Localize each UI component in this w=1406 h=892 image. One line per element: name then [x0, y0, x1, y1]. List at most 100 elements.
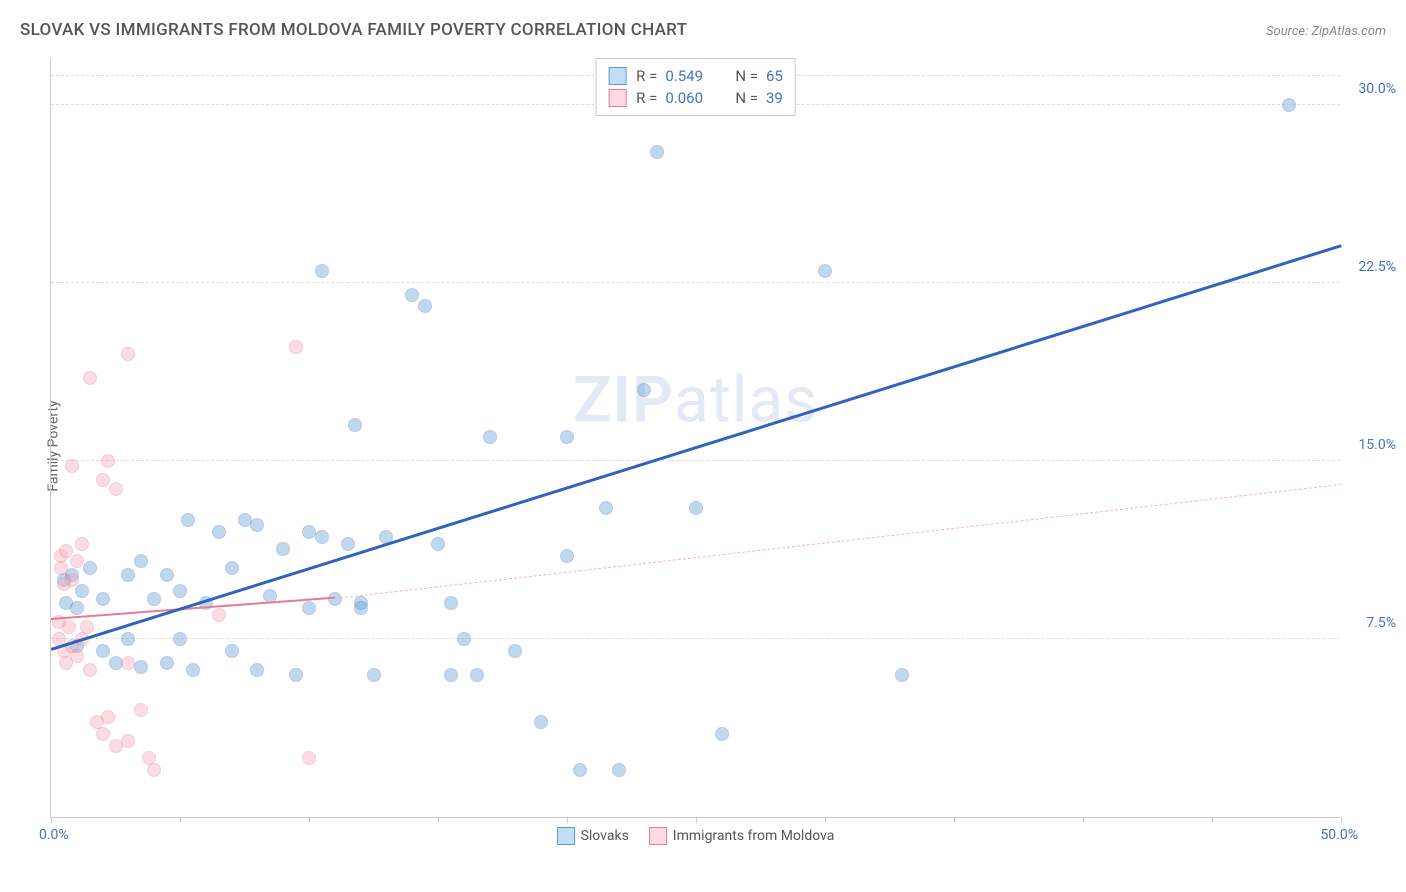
x-tick [567, 817, 568, 823]
legend-label: Immigrants from Moldova [673, 828, 835, 844]
data-point [354, 601, 368, 615]
data-point [121, 632, 135, 646]
legend-swatch [608, 89, 626, 107]
gridline [51, 460, 1340, 461]
data-point [147, 763, 161, 777]
data-point [65, 573, 79, 587]
legend-swatch [649, 827, 667, 845]
data-point [101, 710, 115, 724]
data-point [160, 568, 174, 582]
data-point [134, 554, 148, 568]
legend-label: Slovaks [581, 828, 629, 844]
data-point [418, 299, 432, 313]
data-point [367, 668, 381, 682]
gridline [51, 638, 1340, 639]
data-point [573, 763, 587, 777]
watermark: ZIPatlas [573, 362, 818, 437]
data-point [80, 620, 94, 634]
chart-title: SLOVAK VS IMMIGRANTS FROM MOLDOVA FAMILY… [20, 20, 687, 40]
legend-n-value: 39 [766, 89, 783, 107]
data-point [289, 668, 303, 682]
data-point [341, 537, 355, 551]
x-tick [1212, 817, 1213, 823]
legend-n-label: N = [735, 89, 758, 107]
trend-line [51, 245, 1342, 651]
data-point [444, 596, 458, 610]
data-point [121, 734, 135, 748]
data-point [212, 608, 226, 622]
data-point [121, 656, 135, 670]
data-point [83, 371, 97, 385]
data-point [637, 383, 651, 397]
data-point [75, 584, 89, 598]
data-point [101, 454, 115, 468]
legend-row: R = 0.549N = 65 [608, 65, 783, 87]
data-point [225, 644, 239, 658]
data-point [250, 518, 264, 532]
legend-r-label: R = [636, 89, 657, 107]
x-tick [1083, 817, 1084, 823]
x-tick [438, 817, 439, 823]
data-point [160, 656, 174, 670]
data-point [348, 418, 362, 432]
source-label: Source: [1266, 24, 1311, 39]
data-point [134, 660, 148, 674]
data-point [818, 264, 832, 278]
data-point [405, 288, 419, 302]
data-point [147, 592, 161, 606]
data-point [173, 584, 187, 598]
data-point [560, 430, 574, 444]
data-point [483, 430, 497, 444]
data-point [109, 739, 123, 753]
x-tick [954, 817, 955, 823]
legend-item: Slovaks [557, 827, 629, 845]
data-point [250, 663, 264, 677]
data-point [186, 663, 200, 677]
data-point [1282, 98, 1296, 112]
legend-n-value: 65 [766, 67, 783, 85]
data-point [508, 644, 522, 658]
gridline [51, 282, 1340, 283]
data-point [302, 525, 316, 539]
data-point [70, 649, 84, 663]
data-point [431, 537, 445, 551]
data-point [96, 727, 110, 741]
trend-line [335, 484, 1341, 599]
y-tick-label: 30.0% [1358, 81, 1396, 97]
data-point [315, 530, 329, 544]
data-point [181, 513, 195, 527]
y-tick-label: 15.0% [1358, 437, 1396, 453]
data-point [109, 482, 123, 496]
data-point [121, 347, 135, 361]
title-bar: SLOVAK VS IMMIGRANTS FROM MOLDOVA FAMILY… [20, 20, 1386, 40]
trend-line [51, 597, 335, 620]
data-point [83, 663, 97, 677]
scatter-plot-area: ZIPatlas R = 0.549N = 65R = 0.060N = 39 … [50, 58, 1340, 818]
legend-swatch [608, 67, 626, 85]
legend-r-value: 0.549 [665, 67, 715, 85]
x-tick [825, 817, 826, 823]
data-point [470, 668, 484, 682]
data-point [173, 632, 187, 646]
x-tick [180, 817, 181, 823]
data-point [96, 644, 110, 658]
source-attribution: Source: ZipAtlas.com [1266, 24, 1386, 39]
legend-r-value: 0.060 [665, 89, 715, 107]
data-point [96, 473, 110, 487]
data-point [276, 542, 290, 556]
data-point [599, 501, 613, 515]
x-tick [309, 817, 310, 823]
data-point [289, 340, 303, 354]
data-point [212, 525, 226, 539]
data-point [457, 632, 471, 646]
x-tick [51, 817, 52, 823]
data-point [715, 727, 729, 741]
source-name: ZipAtlas.com [1311, 24, 1386, 39]
x-axis-max-label: 50.0% [1320, 827, 1358, 843]
data-point [534, 715, 548, 729]
series-legend: Slovaks Immigrants from Moldova [557, 827, 835, 845]
legend-r-label: R = [636, 67, 657, 85]
legend-swatch [557, 827, 575, 845]
data-point [444, 668, 458, 682]
legend-item: Immigrants from Moldova [649, 827, 835, 845]
